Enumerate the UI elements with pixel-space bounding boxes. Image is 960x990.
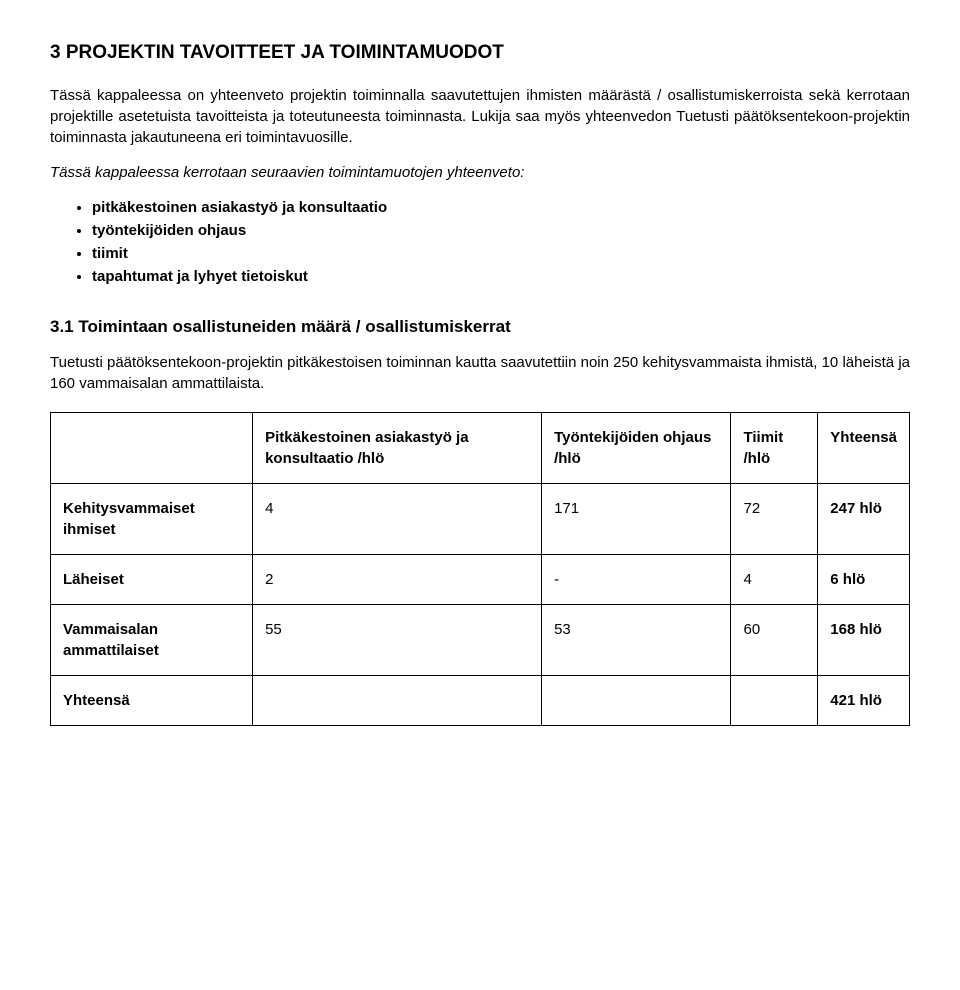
table-row: Yhteensä 421 hlö	[51, 676, 910, 726]
table-cell: 60	[731, 605, 818, 676]
table-header-cell: Tiimit /hlö	[731, 413, 818, 484]
table-header-cell: Työntekijöiden ohjaus /hlö	[542, 413, 731, 484]
table-cell: 72	[731, 484, 818, 555]
table-cell: 4	[253, 484, 542, 555]
table-cell: 53	[542, 605, 731, 676]
section-heading: 3 PROJEKTIN TAVOITTEET JA TOIMINTAMUODOT	[50, 40, 910, 67]
list-item: tapahtumat ja lyhyet tietoiskut	[92, 266, 910, 287]
table-cell: 168 hlö	[818, 605, 910, 676]
table-cell: 55	[253, 605, 542, 676]
table-cell	[731, 676, 818, 726]
table-rowhead: Kehitysvammaiset ihmiset	[51, 484, 253, 555]
intro-paragraph-1: Tässä kappaleessa on yhteenveto projekti…	[50, 85, 910, 148]
table-cell: 6 hlö	[818, 555, 910, 605]
subsection-heading: 3.1 Toimintaan osallistuneiden määrä / o…	[50, 315, 910, 339]
table-rowhead: Yhteensä	[51, 676, 253, 726]
table-rowhead: Läheiset	[51, 555, 253, 605]
table-cell	[253, 676, 542, 726]
table-cell: 421 hlö	[818, 676, 910, 726]
bullet-list: pitkäkestoinen asiakastyö ja konsultaati…	[50, 197, 910, 287]
subsection-paragraph: Tuetusti päätöksentekoon-projektin pitkä…	[50, 352, 910, 394]
participation-table: Pitkäkestoinen asiakastyö ja konsultaati…	[50, 412, 910, 726]
table-cell: -	[542, 555, 731, 605]
table-cell: 171	[542, 484, 731, 555]
list-item: tiimit	[92, 243, 910, 264]
table-rowhead: Vammaisalan ammattilaiset	[51, 605, 253, 676]
table-row: Vammaisalan ammattilaiset 55 53 60 168 h…	[51, 605, 910, 676]
table-header-row: Pitkäkestoinen asiakastyö ja konsultaati…	[51, 413, 910, 484]
list-item: pitkäkestoinen asiakastyö ja konsultaati…	[92, 197, 910, 218]
table-header-cell	[51, 413, 253, 484]
table-header-cell: Yhteensä	[818, 413, 910, 484]
table-row: Läheiset 2 - 4 6 hlö	[51, 555, 910, 605]
table-row: Kehitysvammaiset ihmiset 4 171 72 247 hl…	[51, 484, 910, 555]
list-item: työntekijöiden ohjaus	[92, 220, 910, 241]
table-cell: 4	[731, 555, 818, 605]
table-cell	[542, 676, 731, 726]
intro-paragraph-2: Tässä kappaleessa kerrotaan seuraavien t…	[50, 162, 910, 183]
table-cell: 247 hlö	[818, 484, 910, 555]
table-header-cell: Pitkäkestoinen asiakastyö ja konsultaati…	[253, 413, 542, 484]
table-cell: 2	[253, 555, 542, 605]
